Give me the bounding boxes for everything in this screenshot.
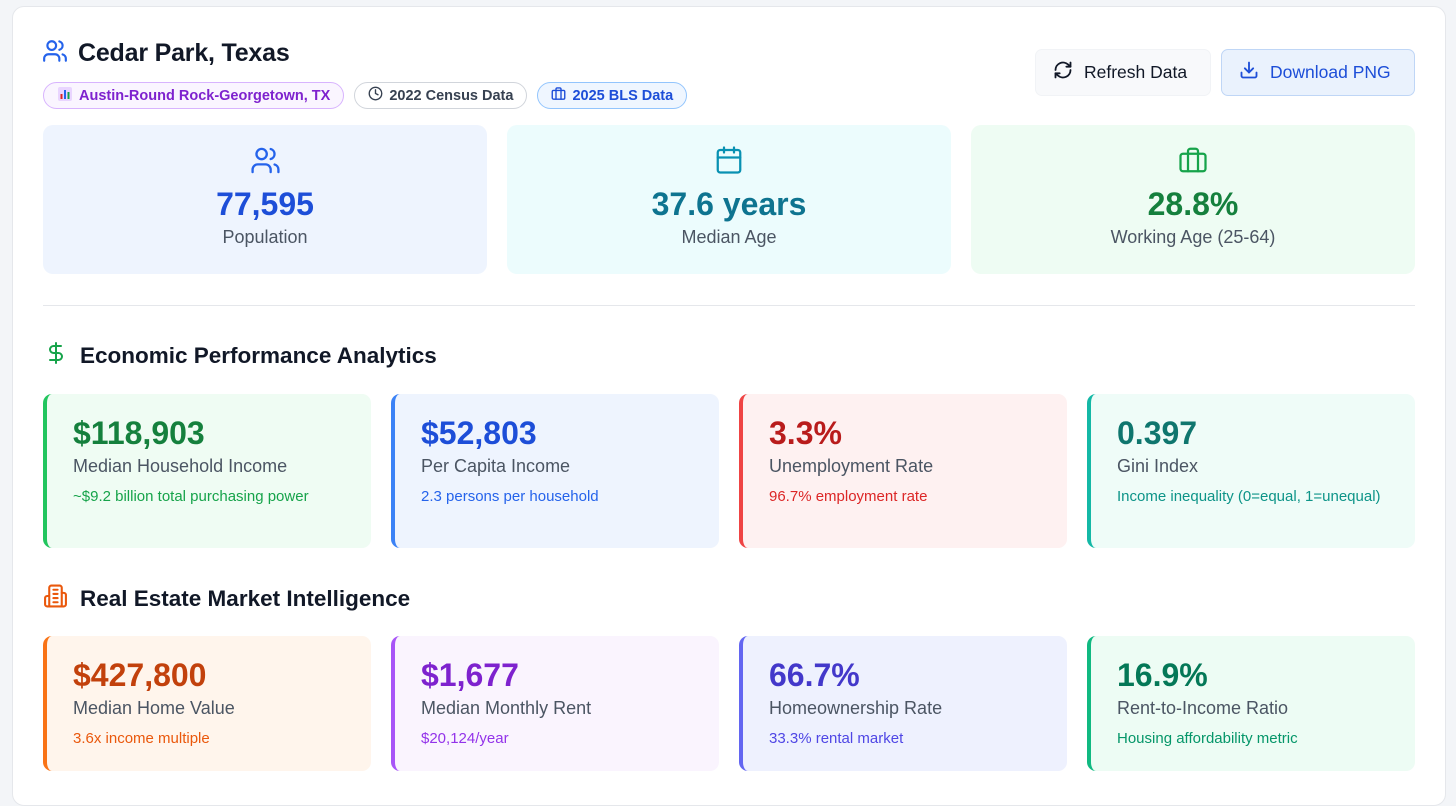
metric-label: Rent-to-Income Ratio — [1117, 698, 1289, 719]
refresh-data-button[interactable]: Refresh Data — [1035, 49, 1211, 96]
metric-subtext: 96.7% employment rate — [769, 488, 928, 506]
population-label: Population — [222, 227, 308, 248]
metric-value: $118,903 — [73, 415, 205, 451]
metric-subtext: $20,124/year — [421, 730, 509, 748]
users-icon — [43, 145, 487, 177]
metro-badge: Austin-Round Rock-Georgetown, TX — [43, 82, 345, 109]
metric-label: Median Home Value — [73, 698, 235, 719]
metric-value: 3.3% — [769, 415, 842, 451]
median-household-income-card: $118,903 Median Household Income ~$9.2 b… — [43, 394, 371, 548]
bls-badge: 2025 BLS Data — [537, 82, 688, 109]
rent-to-income-ratio-card: 16.9% Rent-to-Income Ratio Housing affor… — [1087, 636, 1415, 771]
working-age-value: 28.8% — [1147, 186, 1239, 222]
working-age-stat: 28.8% Working Age (25-64) — [971, 125, 1415, 274]
metro-badge-label: Austin-Round Rock-Georgetown, TX — [79, 87, 331, 104]
real-estate-section-header: Real Estate Market Intelligence — [43, 583, 410, 615]
median-monthly-rent-card: $1,677 Median Monthly Rent $20,124/year — [391, 636, 719, 771]
page-header: Cedar Park, Texas — [42, 38, 290, 69]
median-home-value-card: $427,800 Median Home Value 3.6x income m… — [43, 636, 371, 771]
per-capita-income-card: $52,803 Per Capita Income 2.3 persons pe… — [391, 394, 719, 548]
badge-row: Austin-Round Rock-Georgetown, TX 2022 Ce… — [43, 82, 688, 109]
median-age-stat: 37.6 years Median Age — [507, 125, 951, 274]
working-age-label: Working Age (25-64) — [1110, 227, 1276, 248]
divider — [43, 305, 1415, 306]
metric-subtext: Income inequality (0=equal, 1=unequal) — [1117, 488, 1381, 506]
dollar-icon — [44, 340, 68, 372]
census-badge: 2022 Census Data — [354, 82, 528, 109]
metric-value: 66.7% — [769, 657, 860, 693]
metric-label: Median Household Income — [73, 456, 288, 477]
bls-badge-label: 2025 BLS Data — [572, 87, 674, 104]
metric-label: Unemployment Rate — [769, 456, 934, 477]
metric-value: 16.9% — [1117, 657, 1208, 693]
metric-subtext: Housing affordability metric — [1117, 730, 1298, 748]
metric-subtext: 3.6x income multiple — [73, 730, 210, 748]
metric-label: Homeownership Rate — [769, 698, 943, 719]
page-title: Cedar Park, Texas — [78, 39, 290, 67]
metric-subtext: 2.3 persons per household — [421, 488, 599, 506]
metric-subtext: ~$9.2 billion total purchasing power — [73, 488, 309, 506]
gini-index-card: 0.397 Gini Index Income inequality (0=eq… — [1087, 394, 1415, 548]
metric-value: $427,800 — [73, 657, 207, 693]
economic-section-title: Economic Performance Analytics — [80, 343, 437, 368]
clock-icon — [368, 86, 383, 105]
median-age-label: Median Age — [681, 227, 777, 248]
briefcase-icon — [971, 145, 1415, 177]
population-value: 77,595 — [216, 186, 314, 222]
refresh-data-label: Refresh Data — [1084, 62, 1188, 82]
economic-section-header: Economic Performance Analytics — [44, 340, 437, 372]
building-icon — [43, 583, 68, 615]
bar-chart-icon — [57, 86, 73, 106]
median-age-value: 37.6 years — [651, 186, 807, 222]
metric-value: $1,677 — [421, 657, 519, 693]
real-estate-section-title: Real Estate Market Intelligence — [80, 586, 411, 611]
metric-value: 0.397 — [1117, 415, 1198, 451]
download-png-button[interactable]: Download PNG — [1221, 49, 1415, 96]
unemployment-rate-card: 3.3% Unemployment Rate 96.7% employment … — [739, 394, 1067, 548]
population-stat: 77,595 Population — [43, 125, 487, 274]
census-badge-label: 2022 Census Data — [389, 87, 514, 104]
briefcase-icon — [551, 86, 566, 105]
metric-label: Median Monthly Rent — [421, 698, 592, 719]
calendar-icon — [507, 145, 951, 177]
metric-subtext: 33.3% rental market — [769, 730, 904, 748]
metric-label: Gini Index — [1117, 456, 1199, 477]
users-icon — [42, 38, 68, 69]
download-icon — [1239, 60, 1259, 85]
metric-value: $52,803 — [421, 415, 537, 451]
metric-label: Per Capita Income — [421, 456, 571, 477]
homeownership-rate-card: 66.7% Homeownership Rate 33.3% rental ma… — [739, 636, 1067, 771]
refresh-icon — [1053, 60, 1073, 85]
download-png-label: Download PNG — [1270, 62, 1391, 82]
